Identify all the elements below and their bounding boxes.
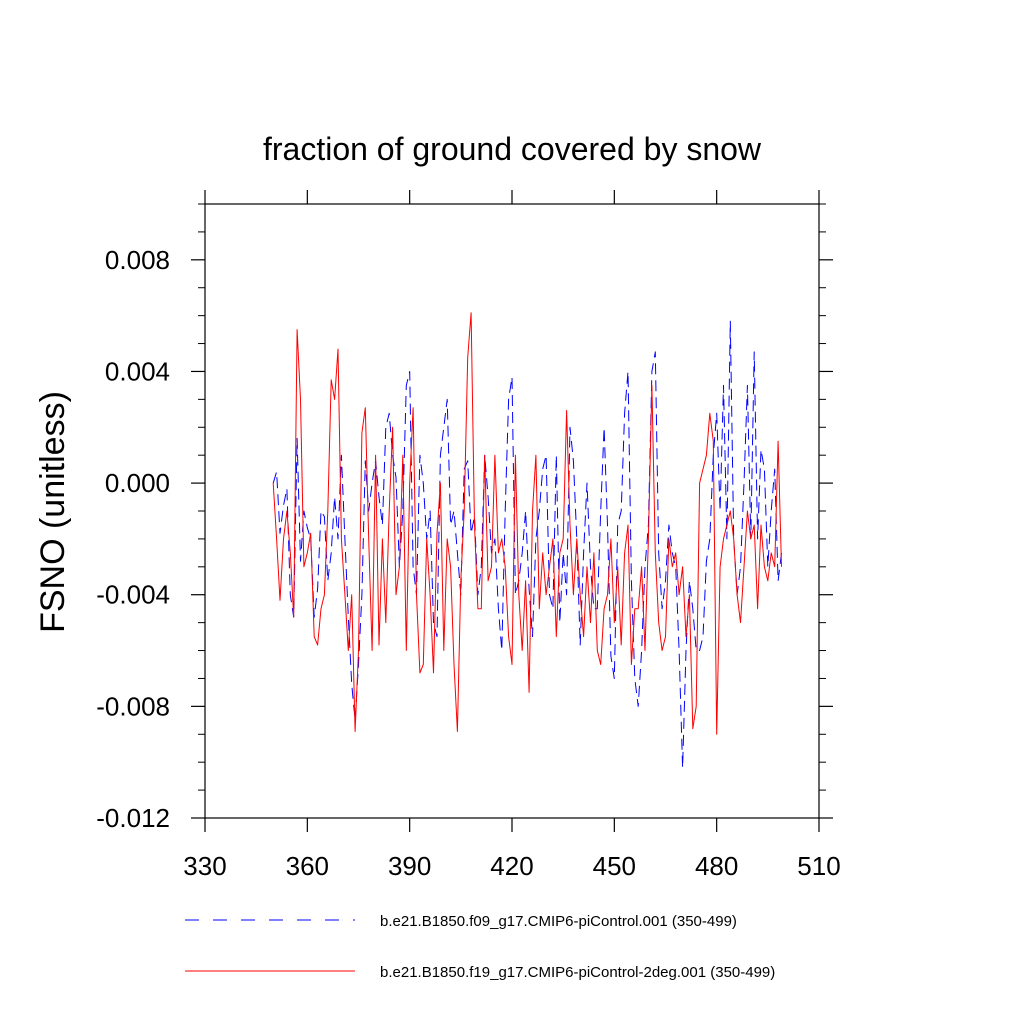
y-tick-label: 0.004 (105, 356, 170, 386)
x-tick-label: 510 (797, 851, 840, 881)
x-tick-label: 390 (388, 851, 431, 881)
y-axis-label: FSNO (unitless) (34, 391, 72, 633)
x-tick-label: 330 (183, 851, 226, 881)
series-line-2 (272, 312, 782, 735)
y-tick-label: -0.012 (96, 803, 170, 833)
series-layer (272, 312, 782, 769)
x-tick-label: 450 (593, 851, 636, 881)
legend: b.e21.B1850.f09_g17.CMIP6-piControl.001 … (185, 913, 775, 981)
y-tick-label: 0.000 (105, 468, 170, 498)
y-tick-label: -0.008 (96, 691, 170, 721)
axis-layer: 330 360 390 420 450 480 510 -0.012 -0.008 -0.004 0… (96, 190, 841, 881)
x-tick-label: 360 (286, 851, 329, 881)
x-tick-label: 420 (490, 851, 533, 881)
series-line-1 (272, 320, 782, 769)
y-tick-label: -0.004 (96, 580, 170, 610)
plot-frame (204, 203, 820, 819)
x-tick-label: 480 (695, 851, 738, 881)
legend-label-series-1: b.e21.B1850.f09_g17.CMIP6-piControl.001 … (380, 913, 737, 930)
chart-title: fraction of ground covered by snow (263, 131, 762, 167)
y-tick-label: 0.008 (105, 245, 170, 275)
legend-label-series-2: b.e21.B1850.f19_g17.CMIP6-piControl-2deg… (380, 964, 775, 981)
